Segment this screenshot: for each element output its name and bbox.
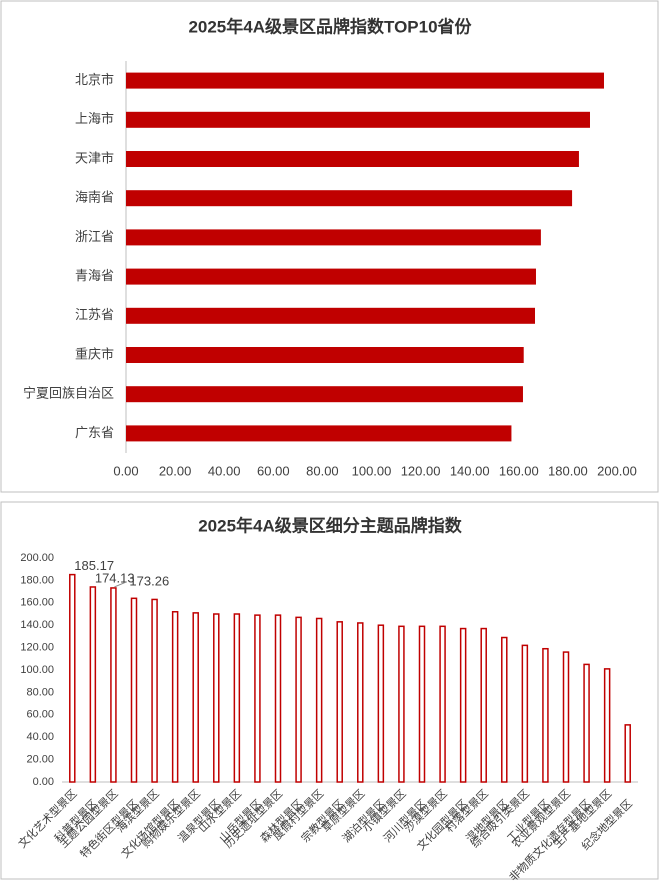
bar <box>418 625 426 783</box>
bar <box>501 636 508 783</box>
y-tick-label: 180.00 <box>20 574 54 586</box>
bar <box>357 622 364 783</box>
y-tick-label: 20.00 <box>26 754 54 766</box>
y-tick-label: 0.00 <box>33 776 54 788</box>
y-tick-label: 浙江省 <box>75 229 114 244</box>
y-tick-label: 重庆市 <box>75 346 114 361</box>
y-tick-label: 北京市 <box>75 72 114 87</box>
bar <box>603 668 611 783</box>
bar <box>439 625 446 783</box>
bar <box>151 598 158 783</box>
x-tick-label: 20.00 <box>159 463 192 478</box>
bar <box>69 573 76 783</box>
bar <box>274 614 282 783</box>
x-tick-label: 60.00 <box>257 463 290 478</box>
bar <box>171 611 179 783</box>
bar <box>521 644 529 783</box>
bar <box>126 307 536 324</box>
x-tick-label: 100.00 <box>352 463 392 478</box>
bar <box>233 613 241 783</box>
y-tick-label: 天津市 <box>75 150 114 165</box>
bar <box>254 614 261 783</box>
bar <box>192 612 199 783</box>
y-tick-label: 宁夏回族自治区 <box>23 386 114 401</box>
y-tick-label: 青海省 <box>75 268 114 283</box>
y-tick-label: 200.00 <box>20 552 54 564</box>
bar <box>126 425 512 442</box>
bar <box>126 268 536 285</box>
bar <box>89 586 97 783</box>
bar <box>213 613 220 783</box>
y-tick-label: 江苏省 <box>75 307 114 322</box>
bar <box>126 111 590 128</box>
chart-title: 2025年4A级景区品牌指数TOP10省份 <box>188 16 472 36</box>
data-label: 185.17 <box>74 558 114 573</box>
bar <box>126 151 579 167</box>
y-tick-label: 100.00 <box>20 664 54 676</box>
bar <box>583 663 590 783</box>
bar <box>126 347 524 363</box>
bar <box>315 617 323 783</box>
x-tick-label: 140.00 <box>450 463 490 478</box>
y-tick-label: 80.00 <box>26 686 54 698</box>
y-tick-label: 140.00 <box>20 619 54 631</box>
x-tick-label: 200.00 <box>597 463 637 478</box>
bar <box>126 229 541 246</box>
x-tick-label: 40.00 <box>208 463 241 478</box>
bar <box>126 386 523 403</box>
bar <box>459 627 467 783</box>
y-tick-label: 上海市 <box>75 111 114 126</box>
bar <box>336 621 343 783</box>
y-tick-label: 广东省 <box>75 425 114 440</box>
x-tick-label: 180.00 <box>548 463 588 478</box>
bar <box>542 647 549 783</box>
bar <box>377 624 385 783</box>
x-tick-label: 80.00 <box>306 463 339 478</box>
bar <box>126 190 573 207</box>
y-tick-label: 120.00 <box>20 642 54 654</box>
y-tick-label: 40.00 <box>26 731 54 743</box>
data-label: 174.13 <box>95 570 135 585</box>
bar <box>295 616 302 783</box>
bar <box>624 724 631 783</box>
x-tick-label: 120.00 <box>401 463 441 478</box>
chart-title: 2025年4A级景区细分主题品牌指数 <box>198 515 463 535</box>
y-tick-label: 60.00 <box>26 709 54 721</box>
x-tick-label: 0.00 <box>113 463 138 478</box>
y-tick-label: 160.00 <box>20 597 54 609</box>
bar <box>398 625 405 783</box>
bar <box>110 587 117 783</box>
leader-line <box>114 581 127 588</box>
y-tick-label: 海南省 <box>75 190 114 205</box>
bar <box>562 651 570 783</box>
x-tick-label: 160.00 <box>499 463 539 478</box>
data-label: 173.26 <box>129 573 169 588</box>
bar <box>130 597 138 783</box>
bar <box>480 627 487 783</box>
bar <box>126 72 604 89</box>
